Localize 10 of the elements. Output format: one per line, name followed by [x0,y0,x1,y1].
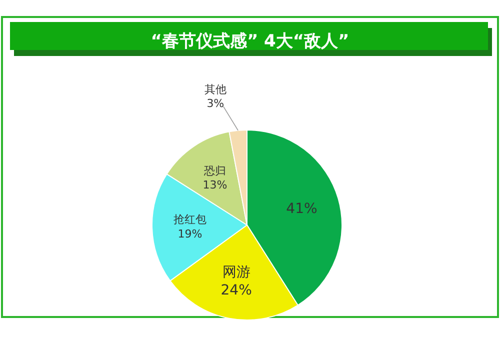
data-label: 41% [286,200,318,217]
data-label: 24% [220,282,252,299]
slice-label: 其他 [204,82,226,96]
chart-title: “春节仪式感” 4大“敌人” [150,32,350,52]
slice-label: 网游 [222,264,250,280]
slice-label: 抢红包 [174,213,207,226]
slice-label: 恐归 [202,164,226,178]
data-label: 13% [202,178,228,192]
data-label: 3% [206,97,224,110]
data-label: 19% [178,227,202,241]
